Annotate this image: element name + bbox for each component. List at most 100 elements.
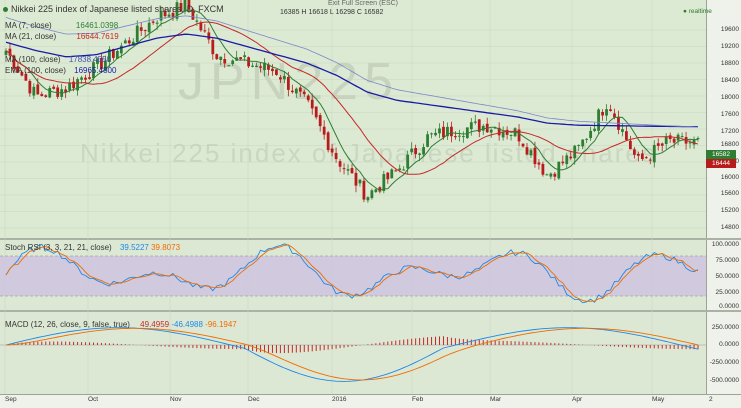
pane-separator[interactable] [0, 238, 741, 240]
candle [621, 129, 624, 132]
candle [406, 154, 410, 169]
candle [255, 65, 258, 68]
candle [115, 51, 119, 59]
candle [88, 77, 91, 79]
macd-pane[interactable] [0, 312, 706, 394]
candle [629, 140, 632, 150]
candle [565, 155, 569, 165]
candle [477, 119, 481, 132]
time-tick: 2016 [332, 396, 347, 403]
candle [461, 136, 465, 138]
candle [40, 94, 44, 97]
candle [680, 136, 684, 138]
indicator-ma7[interactable]: MA (7, close) 16461.0398 [5, 20, 118, 31]
candle [187, 0, 191, 10]
candle [537, 162, 541, 165]
candle [549, 173, 553, 177]
macd-axis[interactable] [706, 312, 741, 394]
candle [605, 109, 608, 116]
current-price-badge: 16582 [706, 150, 736, 159]
candle [561, 161, 565, 164]
stoch-legend[interactable]: Stoch RSI (3, 3, 21, 21, close) 39.5227 … [5, 242, 180, 253]
ohlc-low-label: L [329, 9, 334, 16]
ma21-value: 16644.7619 [76, 32, 119, 41]
candle [438, 128, 441, 134]
stoch-axis[interactable] [706, 240, 741, 310]
candle [342, 168, 346, 170]
candle [322, 126, 326, 135]
candle [314, 106, 318, 118]
time-tick: Oct [88, 396, 99, 403]
stoch-k-line [5, 243, 699, 304]
pane-separator[interactable] [0, 310, 741, 312]
candle [306, 95, 310, 101]
candle [143, 30, 147, 32]
candle [358, 179, 362, 184]
price-axis[interactable] [706, 0, 741, 238]
candle [517, 129, 521, 142]
candle [263, 62, 266, 71]
candle [231, 60, 235, 65]
candle [505, 129, 509, 135]
candle [290, 90, 294, 93]
macd-legend[interactable]: MACD (12, 26, close, 9, false, true) 49.… [5, 319, 237, 330]
macd-line-value: -46.4988 [171, 320, 203, 329]
ohlc-close-label: C [356, 9, 362, 16]
candle [597, 109, 600, 131]
candle [382, 174, 386, 191]
candle [179, 2, 183, 12]
candle [36, 84, 40, 95]
macd-signal-value: -96.1947 [205, 320, 237, 329]
candle [378, 187, 382, 192]
candle [509, 134, 513, 136]
candle [660, 143, 664, 146]
ohlc-open: 16385 [280, 9, 300, 16]
candle [104, 60, 107, 71]
price-tick: 18400 [720, 77, 739, 84]
indicator-ma21[interactable]: MA (21, close) 16644.7619 [5, 31, 119, 42]
candle [32, 86, 36, 96]
candle [183, 0, 187, 12]
candle [139, 27, 143, 31]
candle [275, 69, 278, 75]
candle [215, 54, 219, 60]
price-tick: 17200 [720, 128, 739, 135]
ma7-value: 16461.0398 [75, 21, 119, 30]
stoch-band [0, 256, 706, 296]
candle [298, 87, 302, 92]
candle [454, 136, 457, 138]
candle [696, 138, 700, 140]
candle [529, 150, 533, 156]
candle [175, 2, 179, 19]
candle [211, 39, 215, 55]
chart-header: Nikkei 225 index of Japanese listed shar… [3, 4, 224, 15]
ohlc-low: 16298 [335, 9, 355, 16]
candle [155, 22, 159, 24]
candle [334, 152, 338, 160]
candle [135, 25, 139, 43]
indicator-ema100[interactable]: EMA (100, close) 16965.4800 [5, 65, 116, 76]
candle [171, 12, 175, 18]
candle [648, 159, 652, 161]
candle [330, 148, 334, 153]
exit-fullscreen-button[interactable]: Exit Full Screen (ESC) [328, 0, 399, 7]
candle [259, 66, 262, 68]
stoch-tick: 100.0000 [711, 241, 739, 248]
ema100-line [5, 15, 699, 128]
candle [350, 168, 354, 174]
macd-line [5, 327, 699, 382]
macd-tick: 250.0000 [711, 324, 739, 331]
macd-tick: 0.0000 [719, 341, 739, 348]
time-axis[interactable] [0, 394, 741, 408]
candle [119, 45, 123, 54]
indicator-ma100[interactable]: MA (100, close) 17838.4550 [5, 54, 111, 65]
candle [533, 147, 537, 165]
candle [76, 79, 79, 91]
candle [632, 149, 636, 155]
candle [64, 89, 68, 93]
candle [569, 156, 573, 159]
candle [402, 169, 406, 171]
candle [326, 132, 330, 151]
candle [191, 9, 195, 20]
